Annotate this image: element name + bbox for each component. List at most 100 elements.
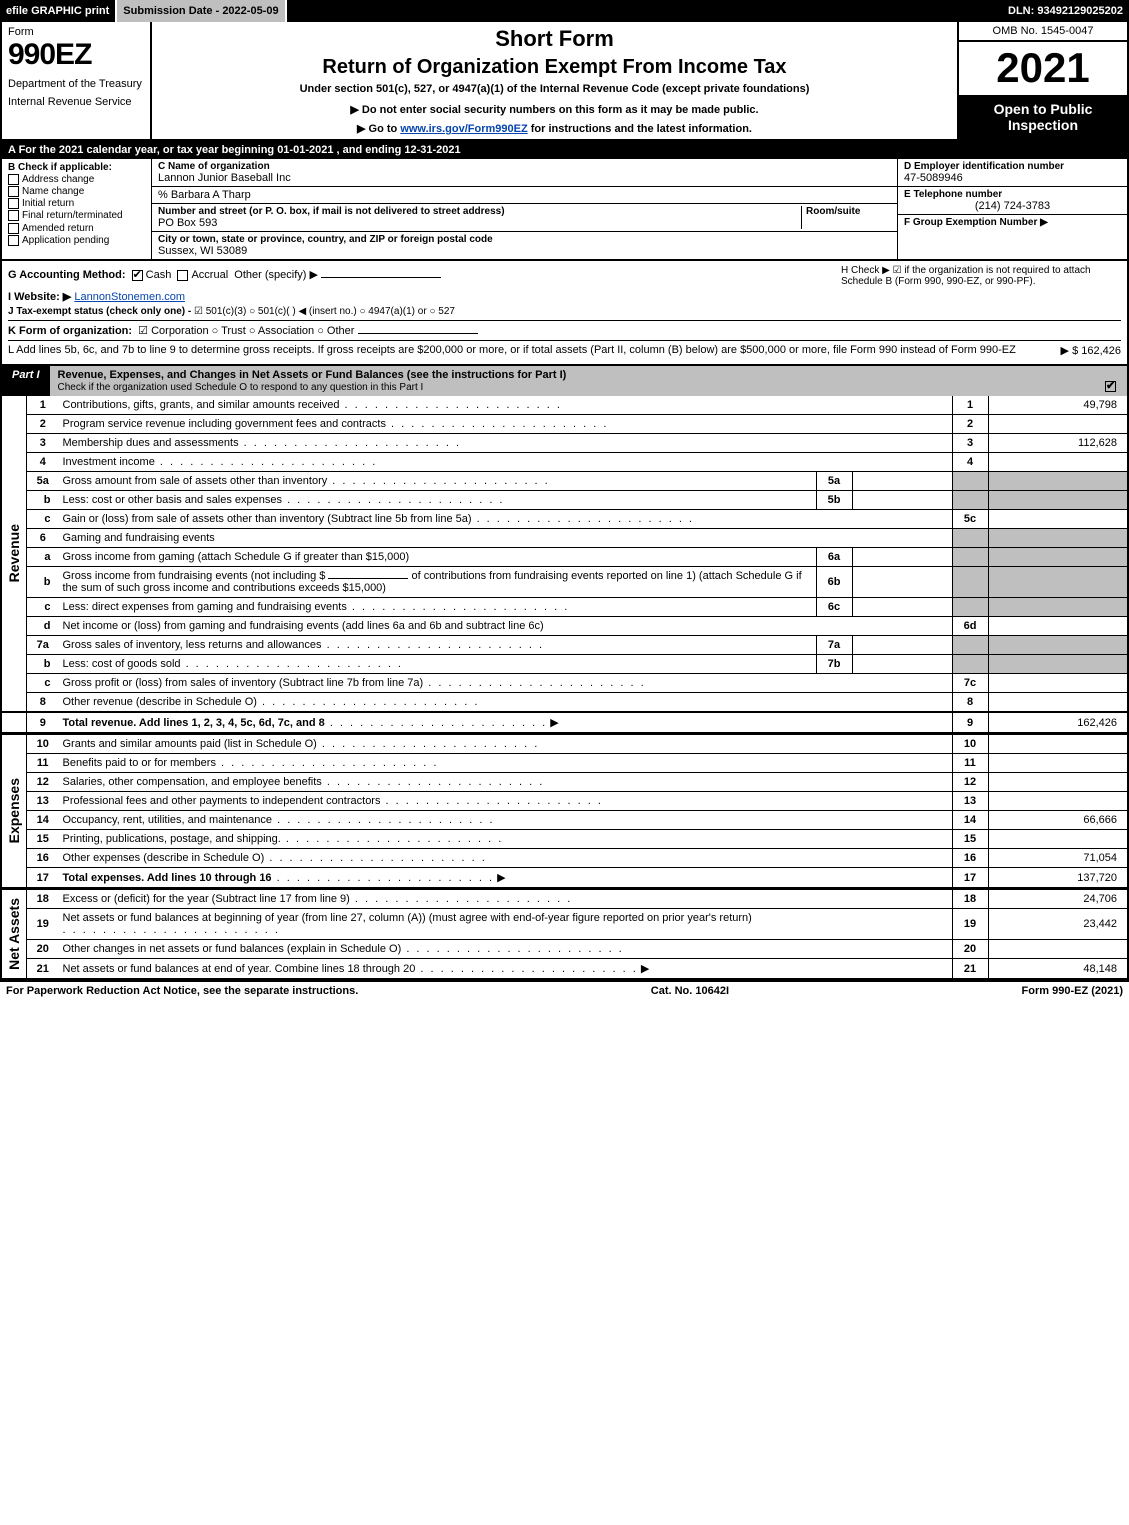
- line-20-value: [988, 940, 1128, 959]
- city-label: City or town, state or province, country…: [158, 234, 891, 245]
- line-2-value: [988, 415, 1128, 434]
- phone: (214) 724-3783: [904, 200, 1121, 212]
- netassets-side-label: Net Assets: [6, 898, 22, 970]
- chk-application-pending[interactable]: Application pending: [8, 235, 145, 246]
- line-8-value: [988, 693, 1128, 713]
- page-footer: For Paperwork Reduction Act Notice, see …: [0, 980, 1129, 1000]
- line-9-value: 162,426: [988, 712, 1128, 733]
- street: PO Box 593: [158, 217, 801, 229]
- part-i-header: Part I Revenue, Expenses, and Changes in…: [0, 366, 1129, 396]
- line-j: J Tax-exempt status (check only one) - ☑…: [8, 306, 1121, 317]
- line-14-value: 66,666: [988, 811, 1128, 830]
- goto-line: ▶ Go to www.irs.gov/Form990EZ for instru…: [160, 122, 949, 135]
- line-11-value: [988, 754, 1128, 773]
- line-7b-value: [852, 655, 952, 674]
- line-i: I Website: ▶ LannonStonemen.com: [8, 290, 1121, 303]
- section-bcdef: B Check if applicable: Address change Na…: [0, 159, 1129, 261]
- chk-accrual[interactable]: [177, 270, 188, 281]
- cat-no: Cat. No. 10642I: [651, 985, 729, 997]
- pra-notice: For Paperwork Reduction Act Notice, see …: [6, 985, 358, 997]
- under-section: Under section 501(c), 527, or 4947(a)(1)…: [160, 83, 949, 95]
- line-k: K Form of organization: ☑ Corporation ○ …: [8, 320, 1121, 337]
- goto-pre: ▶ Go to: [357, 123, 400, 135]
- line-13-value: [988, 792, 1128, 811]
- do-not-ssn: ▶ Do not enter social security numbers o…: [160, 103, 949, 116]
- care-of: % Barbara A Tharp: [152, 187, 897, 204]
- e-label: E Telephone number: [904, 189, 1121, 200]
- dept-treasury: Department of the Treasury: [8, 78, 144, 90]
- line-7c-value: [988, 674, 1128, 693]
- part-i-tab: Part I: [2, 366, 50, 396]
- line-5c-value: [988, 510, 1128, 529]
- chk-amended-return[interactable]: Amended return: [8, 223, 145, 234]
- gross-receipts: ▶ $ 162,426: [1061, 344, 1121, 357]
- line-5a-value: [852, 472, 952, 491]
- form-label: Form: [8, 26, 144, 38]
- chk-initial-return[interactable]: Initial return: [8, 198, 145, 209]
- line-7a-value: [852, 636, 952, 655]
- return-title: Return of Organization Exempt From Incom…: [160, 56, 949, 79]
- goto-link[interactable]: www.irs.gov/Form990EZ: [400, 123, 527, 135]
- c-name-label: C Name of organization: [158, 161, 891, 172]
- org-name: Lannon Junior Baseball Inc: [158, 172, 891, 184]
- chk-address-change[interactable]: Address change: [8, 174, 145, 185]
- line-h: H Check ▶ ☑ if the organization is not r…: [841, 265, 1121, 287]
- f-label: F Group Exemption Number ▶: [904, 217, 1121, 228]
- chk-cash[interactable]: [132, 270, 143, 281]
- city: Sussex, WI 53089: [158, 245, 891, 257]
- form-ref: Form 990-EZ (2021): [1022, 985, 1123, 997]
- line-6c-value: [852, 598, 952, 617]
- ein: 47-5089946: [904, 172, 1121, 184]
- line-16-value: 71,054: [988, 849, 1128, 868]
- line-21-value: 48,148: [988, 959, 1128, 980]
- line-19-value: 23,442: [988, 909, 1128, 940]
- dln: DLN: 93492129025202: [1002, 0, 1129, 22]
- line-17-value: 137,720: [988, 868, 1128, 888]
- line-1-value: 49,798: [988, 396, 1128, 415]
- header-right: OMB No. 1545-0047 2021 Open to Public In…: [957, 22, 1127, 139]
- street-label: Number and street (or P. O. box, if mail…: [158, 206, 801, 217]
- expenses-table: Expenses 10 Grants and similar amounts p…: [0, 733, 1129, 888]
- chk-schedule-o[interactable]: [1105, 381, 1116, 392]
- netassets-table: Net Assets 18 Excess or (deficit) for th…: [0, 888, 1129, 980]
- revenue-side-label: Revenue: [6, 524, 22, 582]
- line-10-value: [988, 734, 1128, 754]
- line-15-value: [988, 830, 1128, 849]
- goto-post: for instructions and the latest informat…: [528, 123, 752, 135]
- header-left: Form 990EZ Department of the Treasury In…: [2, 22, 152, 139]
- open-public-inspection: Open to Public Inspection: [959, 95, 1127, 139]
- line-6a-value: [852, 548, 952, 567]
- header-mid: Short Form Return of Organization Exempt…: [152, 22, 957, 139]
- omb-number: OMB No. 1545-0047: [959, 22, 1127, 42]
- col-def: D Employer identification number 47-5089…: [897, 159, 1127, 259]
- line-4-value: [988, 453, 1128, 472]
- chk-name-change[interactable]: Name change: [8, 186, 145, 197]
- d-label: D Employer identification number: [904, 161, 1121, 172]
- submission-date: Submission Date - 2022-05-09: [117, 0, 286, 22]
- part-i-title: Revenue, Expenses, and Changes in Net As…: [50, 366, 1127, 396]
- tax-year: 2021: [959, 42, 1127, 94]
- line-6b-value: [852, 567, 952, 598]
- chk-final-return[interactable]: Final return/terminated: [8, 210, 145, 221]
- efile-print[interactable]: efile GRAPHIC print: [0, 0, 117, 22]
- line-l: L Add lines 5b, 6c, and 7b to line 9 to …: [8, 340, 1121, 357]
- room-label: Room/suite: [806, 206, 891, 217]
- short-form-title: Short Form: [160, 26, 949, 52]
- form-number: 990EZ: [8, 38, 144, 72]
- line-5b-value: [852, 491, 952, 510]
- col-c: C Name of organization Lannon Junior Bas…: [152, 159, 897, 259]
- line-12-value: [988, 773, 1128, 792]
- expenses-side-label: Expenses: [6, 778, 22, 843]
- form-header: Form 990EZ Department of the Treasury In…: [0, 22, 1129, 141]
- line-6d-value: [988, 617, 1128, 636]
- website-link[interactable]: LannonStonemen.com: [74, 291, 185, 303]
- line-g: G Accounting Method: Cash Accrual Other …: [8, 268, 841, 281]
- irs-label: Internal Revenue Service: [8, 96, 144, 108]
- col-b: B Check if applicable: Address change Na…: [2, 159, 152, 259]
- revenue-table: Revenue 1 Contributions, gifts, grants, …: [0, 396, 1129, 733]
- section-ghijkl: G Accounting Method: Cash Accrual Other …: [0, 261, 1129, 366]
- b-label: B Check if applicable:: [8, 162, 145, 173]
- top-bar: efile GRAPHIC print Submission Date - 20…: [0, 0, 1129, 22]
- line-18-value: 24,706: [988, 889, 1128, 909]
- line-3-value: 112,628: [988, 434, 1128, 453]
